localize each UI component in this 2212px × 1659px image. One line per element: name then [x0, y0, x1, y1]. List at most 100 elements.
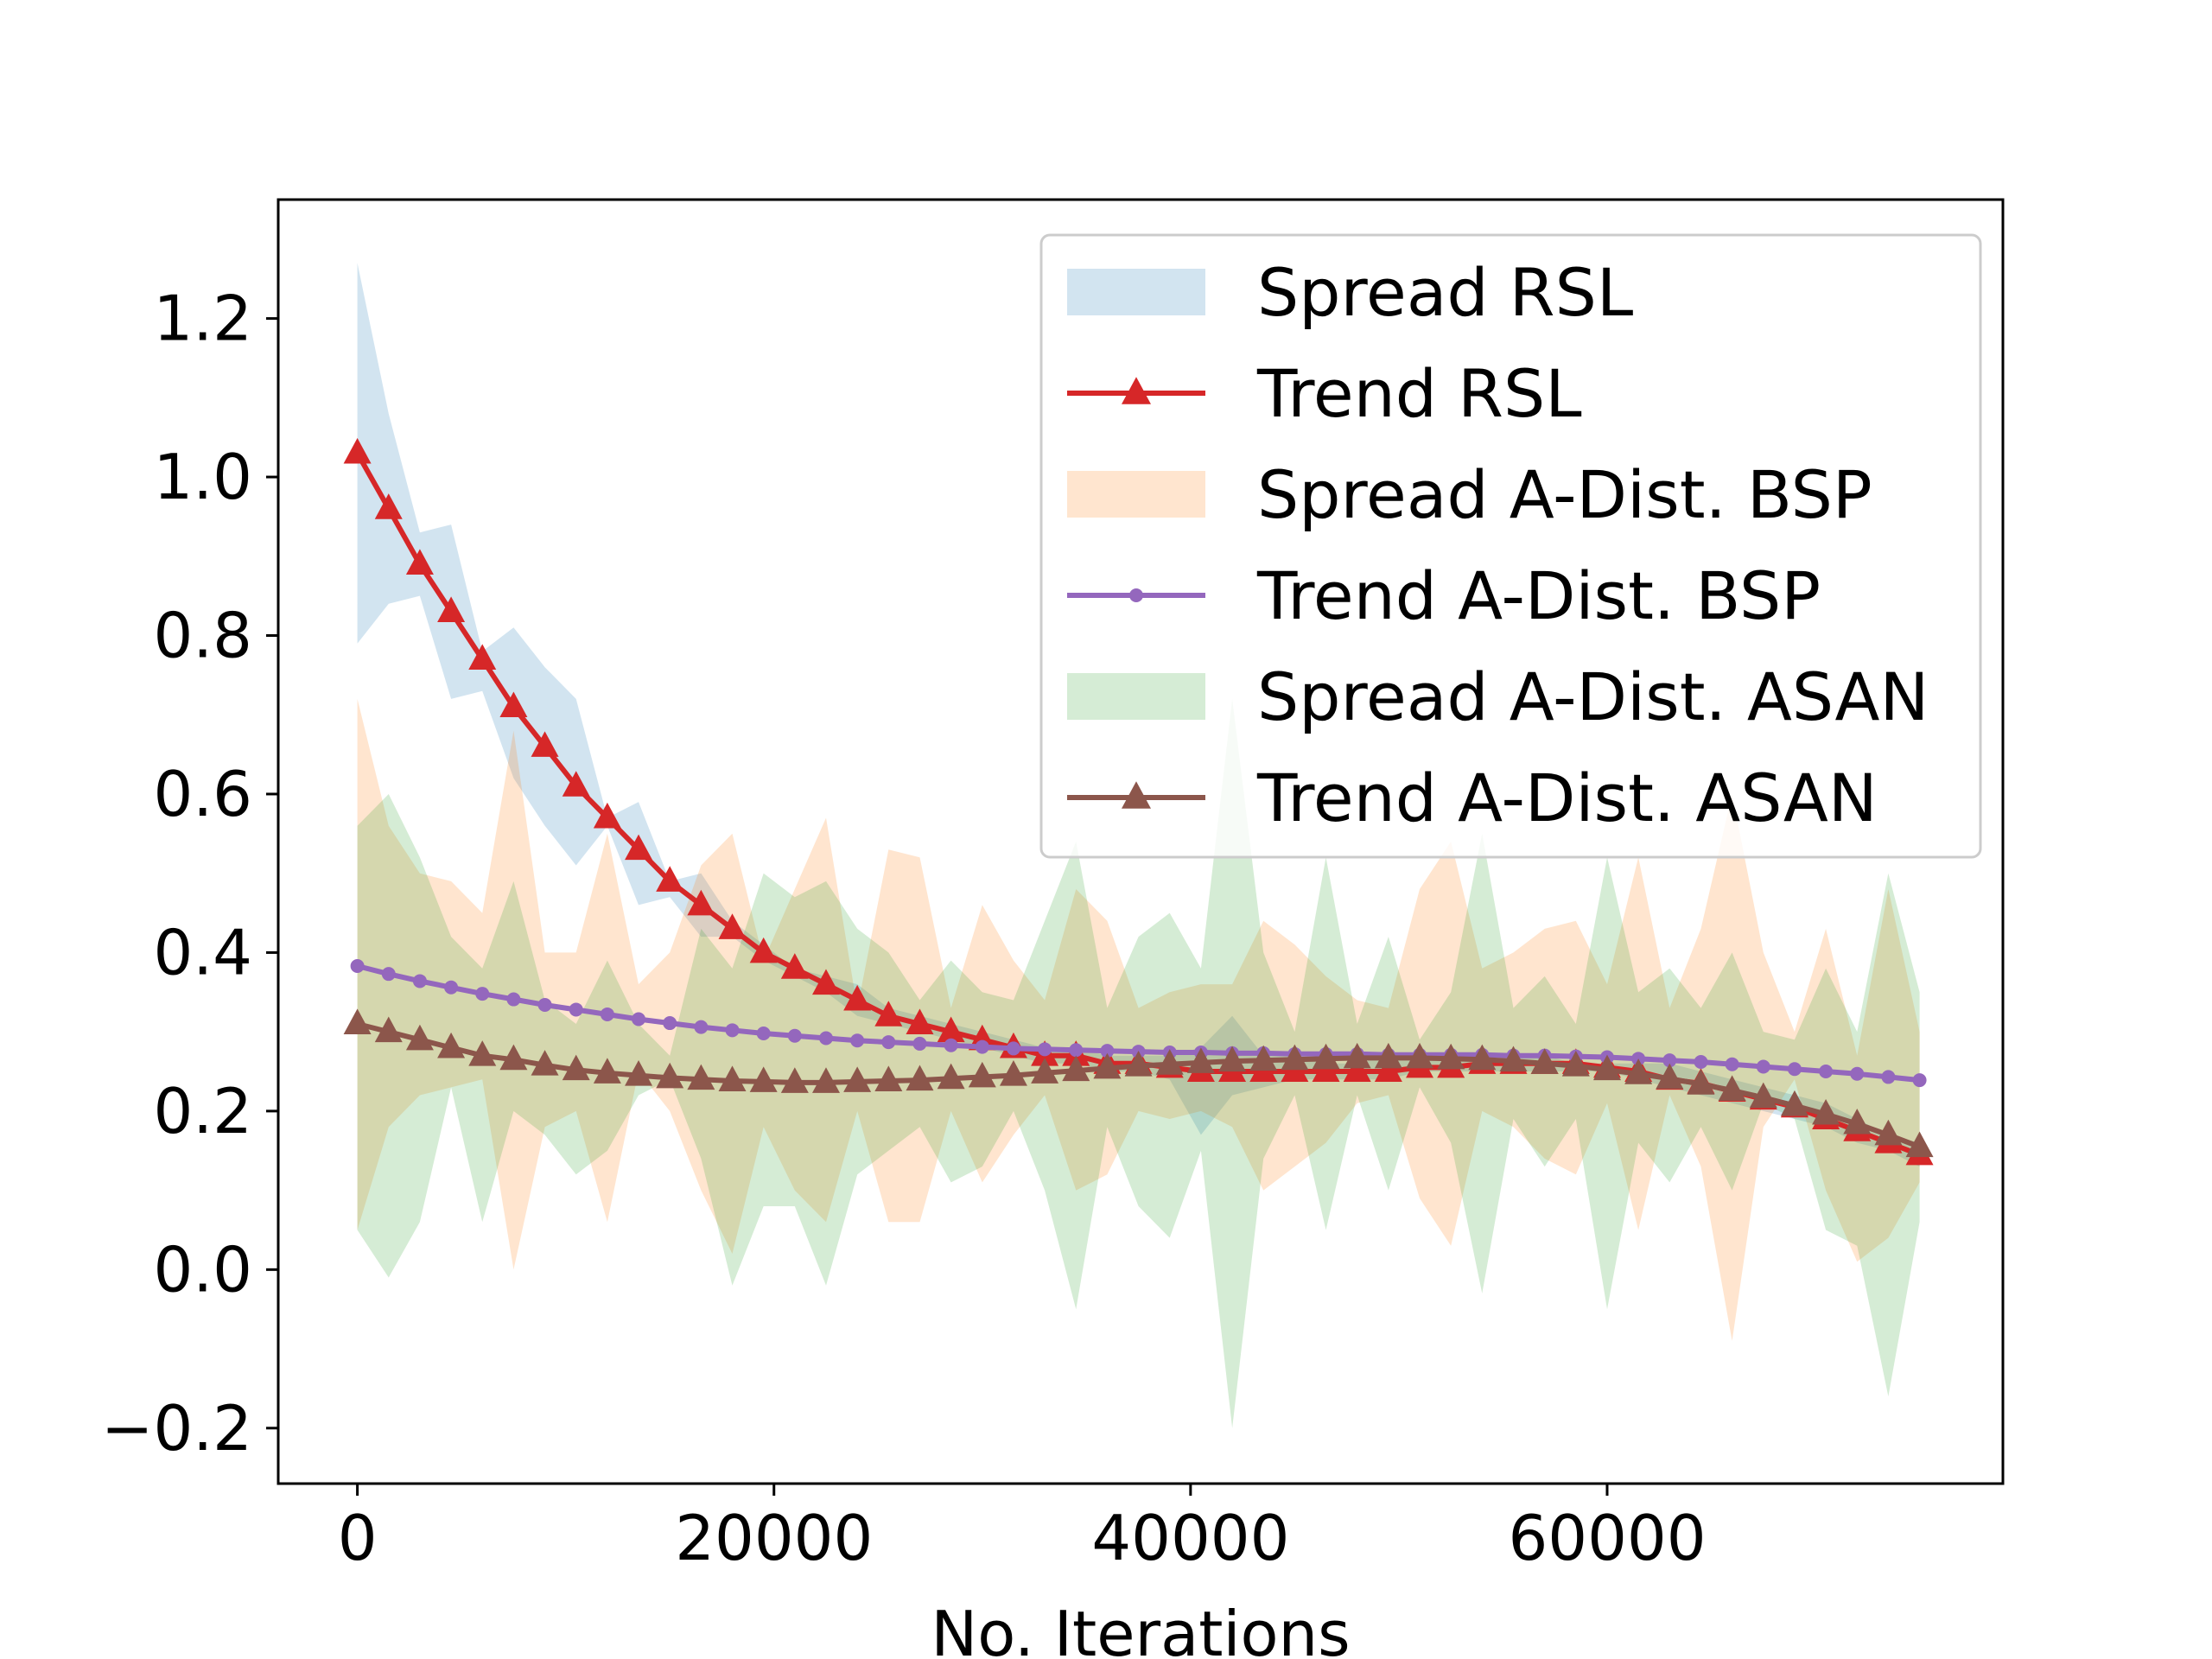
- marker-trend-a-dist-asan: [937, 1063, 965, 1090]
- legend-marker: [1129, 588, 1143, 602]
- marker-trend-a-dist-asan: [968, 1061, 996, 1088]
- marker-trend-a-dist-bsp: [412, 974, 427, 988]
- marker-trend-a-dist-asan: [656, 1062, 684, 1089]
- marker-trend-rsl: [656, 866, 684, 892]
- marker-trend-a-dist-bsp: [1787, 1062, 1802, 1077]
- marker-trend-a-dist-asan: [1374, 1042, 1402, 1069]
- legend-swatch: [1067, 269, 1205, 315]
- marker-trend-a-dist-asan: [374, 1016, 403, 1043]
- marker-trend-a-dist-asan: [405, 1024, 434, 1051]
- y-tick-label: 0.6: [153, 758, 252, 830]
- marker-trend-rsl: [687, 889, 715, 916]
- marker-trend-a-dist-asan: [1155, 1049, 1184, 1075]
- marker-trend-a-dist-asan: [1656, 1063, 1684, 1090]
- marker-trend-a-dist-bsp: [1069, 1043, 1084, 1058]
- marker-trend-a-dist-bsp: [1881, 1070, 1896, 1084]
- y-tick-label: 0.0: [153, 1233, 252, 1306]
- marker-trend-a-dist-bsp: [912, 1036, 927, 1051]
- marker-trend-a-dist-bsp: [850, 1033, 865, 1048]
- marker-trend-a-dist-bsp: [569, 1002, 583, 1017]
- legend-label: Trend RSL: [1256, 355, 1582, 432]
- marker-trend-a-dist-bsp: [537, 997, 552, 1012]
- marker-trend-a-dist-asan: [1124, 1050, 1153, 1077]
- legend-label: Spread RSL: [1257, 254, 1633, 331]
- marker-trend-a-dist-asan: [1437, 1043, 1465, 1070]
- marker-trend-a-dist-asan: [1561, 1050, 1590, 1077]
- marker-trend-rsl: [937, 1016, 965, 1043]
- legend-label: Spread A-Dist. BSP: [1257, 456, 1872, 533]
- marker-trend-rsl: [593, 802, 621, 829]
- marker-trend-a-dist-bsp: [600, 1007, 614, 1021]
- legend-swatch: [1067, 673, 1205, 720]
- legend-item-trend-a-dist-asan: Trend A-Dist. ASAN: [1067, 760, 1878, 836]
- marker-trend-a-dist-asan: [1281, 1044, 1309, 1071]
- marker-trend-a-dist-asan: [1592, 1054, 1621, 1081]
- y-axis: −0.2 0.0 0.2 0.4 0.6 0.8 1.0 1.2: [101, 283, 278, 1465]
- marker-trend-a-dist-asan: [874, 1065, 903, 1092]
- legend-item-spread-rsl: Spread RSL: [1067, 254, 1633, 331]
- trend-lines: [343, 437, 1934, 1166]
- marker-trend-a-dist-bsp: [756, 1026, 771, 1040]
- legend-item-spread-a-dist-asan: Spread A-Dist. ASAN: [1067, 658, 1929, 735]
- marker-trend-a-dist-asan: [1530, 1048, 1559, 1074]
- legend-box: [1039, 233, 1982, 859]
- band-spread-a-dist-bsp: [357, 698, 1920, 1341]
- marker-trend-rsl: [562, 771, 590, 797]
- plot-frame: [276, 198, 2005, 1485]
- marker-trend-rsl: [499, 691, 528, 718]
- marker-trend-a-dist-asan: [1249, 1045, 1278, 1071]
- x-axis-label: No. Iterations: [931, 1598, 1350, 1659]
- marker-trend-a-dist-asan: [1687, 1069, 1715, 1095]
- marker-trend-a-dist-asan: [1218, 1046, 1247, 1072]
- series-trend-a-dist-asan: [343, 1008, 1934, 1158]
- marker-trend-a-dist-bsp: [1912, 1073, 1927, 1088]
- marker-trend-rsl: [405, 549, 434, 575]
- x-tick-label: 0: [338, 1502, 378, 1574]
- marker-trend-a-dist-bsp: [444, 980, 459, 995]
- marker-trend-a-dist-bsp: [1725, 1057, 1739, 1071]
- x-tick-label: 20000: [675, 1502, 873, 1574]
- marker-trend-a-dist-asan: [1343, 1042, 1371, 1069]
- legend-item-trend-rsl: Trend RSL: [1067, 355, 1582, 432]
- marker-trend-a-dist-asan: [1406, 1042, 1434, 1069]
- legend-swatch: [1067, 471, 1205, 518]
- marker-trend-a-dist-bsp: [694, 1020, 709, 1034]
- marker-trend-a-dist-bsp: [975, 1039, 989, 1054]
- marker-trend-rsl: [843, 984, 872, 1011]
- marker-trend-a-dist-bsp: [663, 1016, 677, 1031]
- marker-trend-a-dist-bsp: [944, 1038, 958, 1052]
- marker-trend-a-dist-asan: [1624, 1058, 1653, 1084]
- marker-trend-a-dist-asan: [1843, 1108, 1872, 1135]
- marker-trend-a-dist-bsp: [1662, 1053, 1677, 1068]
- marker-trend-a-dist-bsp: [1694, 1055, 1708, 1070]
- marker-trend-a-dist-bsp: [1006, 1041, 1020, 1056]
- marker-trend-rsl: [625, 834, 653, 861]
- marker-trend-a-dist-bsp: [1038, 1042, 1052, 1057]
- marker-trend-a-dist-asan: [1093, 1052, 1122, 1079]
- legend-item-spread-a-dist-bsp: Spread A-Dist. BSP: [1067, 456, 1872, 533]
- marker-trend-rsl: [749, 937, 778, 963]
- marker-trend-a-dist-asan: [468, 1040, 497, 1066]
- x-tick-label: 60000: [1508, 1502, 1706, 1574]
- x-tick-label: 40000: [1091, 1502, 1289, 1574]
- y-tick-label: 0.4: [153, 916, 252, 988]
- legend: Spread RSL Trend RSL Spread A-Dist. BSP Tre…: [1039, 233, 1982, 859]
- marker-trend-a-dist-asan: [1874, 1119, 1903, 1146]
- marker-trend-rsl: [468, 644, 497, 671]
- marker-trend-rsl: [968, 1024, 996, 1051]
- marker-trend-a-dist-bsp: [881, 1035, 896, 1050]
- marker-trend-rsl: [780, 953, 809, 979]
- marker-trend-rsl: [343, 437, 372, 464]
- marker-trend-a-dist-bsp: [787, 1028, 802, 1043]
- y-tick-label: 0.8: [153, 600, 252, 672]
- marker-trend-a-dist-bsp: [725, 1023, 740, 1038]
- marker-trend-a-dist-asan: [687, 1064, 715, 1090]
- legend-label: Trend A-Dist. BSP: [1256, 557, 1821, 634]
- marker-trend-a-dist-asan: [1468, 1044, 1497, 1071]
- marker-trend-rsl: [531, 731, 559, 757]
- marker-trend-a-dist-bsp: [1100, 1044, 1115, 1058]
- marker-trend-a-dist-asan: [906, 1065, 934, 1091]
- marker-trend-a-dist-asan: [811, 1067, 840, 1093]
- marker-trend-rsl: [1343, 1056, 1371, 1083]
- marker-trend-a-dist-bsp: [632, 1012, 646, 1027]
